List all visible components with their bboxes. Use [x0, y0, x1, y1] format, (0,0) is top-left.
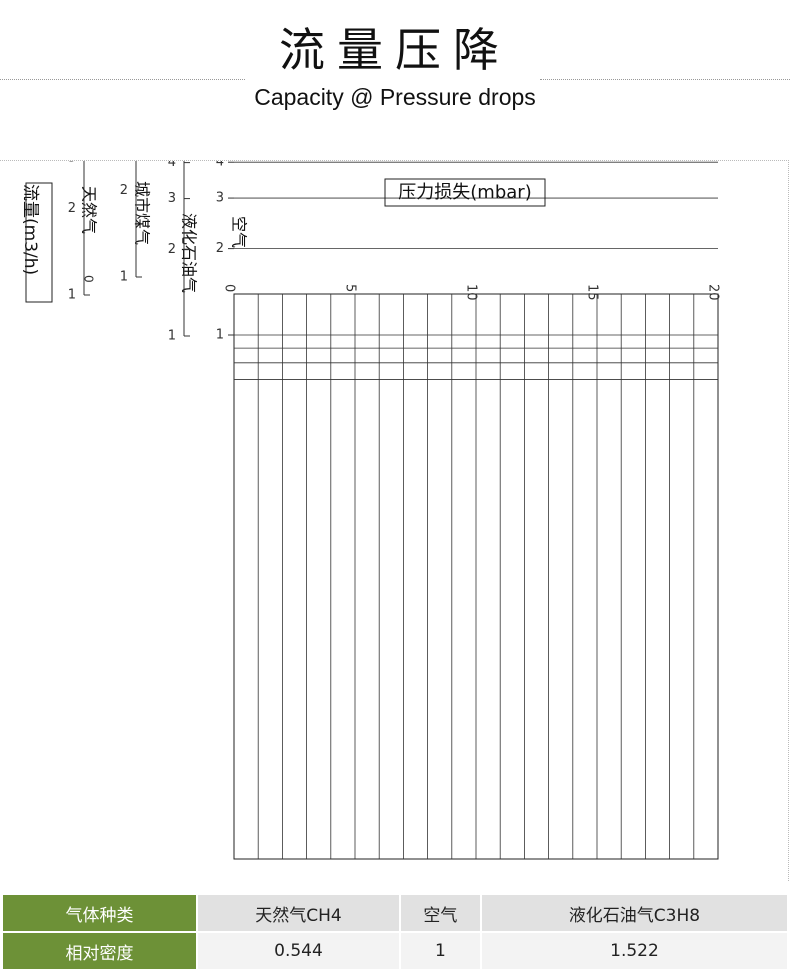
x-tick-label: 20 — [706, 284, 721, 301]
gas-scale-zero-label: 0 — [82, 275, 96, 283]
gas-scale-tick-label: 3 — [216, 191, 224, 206]
gas-scale-name: 天然气 — [80, 186, 99, 234]
x-tick-label: 0 — [222, 284, 237, 292]
gas-scale-name: 城市煤气 — [133, 181, 152, 245]
table-row: 气体种类 天然气CH4 空气 液化石油气C3H8 — [3, 895, 787, 931]
x-tick-label: 5 — [343, 284, 358, 292]
table-cell: 液化石油气C3H8 — [481, 895, 787, 931]
gas-scale-name: 液化石油气 — [180, 213, 199, 293]
table-row-header: 相对密度 — [3, 933, 196, 969]
chart-title-box — [384, 178, 546, 207]
title-block: 流量压降 Capacity @ Pressure drops — [0, 0, 790, 130]
table-cell: 1 — [400, 933, 480, 969]
chart-frame: 0 5 10 15 20 压力损失(mbar) 流量(m3/h) 天然气 0 城市煤气液化石油气 空… — [0, 160, 789, 881]
gas-scale-tick-label: 2 — [168, 242, 176, 257]
gas-scale-tick-label: 2 — [216, 241, 224, 256]
x-tick-label: 15 — [585, 284, 600, 301]
gas-scale-tick-label: 1 — [168, 329, 176, 344]
table-row: 相对密度 0.544 1 1.522 — [3, 933, 787, 969]
gas-scale-tick-label: 2 — [120, 183, 128, 198]
table-row-header: 气体种类 — [3, 895, 196, 931]
chart-title: 压力损失(mbar) — [398, 182, 531, 203]
gas-scale-tick-label: 3 — [68, 161, 76, 166]
title-divider-right — [540, 79, 790, 80]
capacity-chart: 0 5 10 15 20 压力损失(mbar) 流量(m3/h) 天然气 0 城市煤气液化石油气 空… — [20, 161, 721, 860]
flow-axis-label-box — [25, 182, 53, 303]
gas-scale-name: 空气 — [230, 216, 249, 248]
title-divider-left — [0, 79, 245, 80]
x-tick-label: 10 — [464, 284, 479, 301]
gas-scale-tick-label: 2 — [68, 201, 76, 216]
gas-density-table: 气体种类 天然气CH4 空气 液化石油气C3H8 相对密度 0.544 1 1.… — [1, 893, 789, 971]
gas-scale-tick-label: 1 — [120, 270, 128, 285]
table-cell: 空气 — [400, 895, 480, 931]
page-subtitle: Capacity @ Pressure drops — [254, 84, 536, 110]
gas-scale-tick-label: 3 — [168, 191, 176, 206]
flow-axis-label: 流量(m3/h) — [20, 184, 40, 275]
gas-scale-tick-label: 1 — [216, 328, 224, 343]
gas-scale-tick-label: 1 — [68, 288, 76, 303]
table-cell: 0.544 — [198, 933, 399, 969]
table-cell: 1.522 — [481, 933, 787, 969]
gas-scale-tick-label: 4 — [168, 161, 176, 170]
gas-scale-tick-label: 4 — [216, 161, 224, 170]
table-cell: 天然气CH4 — [198, 895, 399, 931]
page-title: 流量压降 — [279, 23, 511, 77]
